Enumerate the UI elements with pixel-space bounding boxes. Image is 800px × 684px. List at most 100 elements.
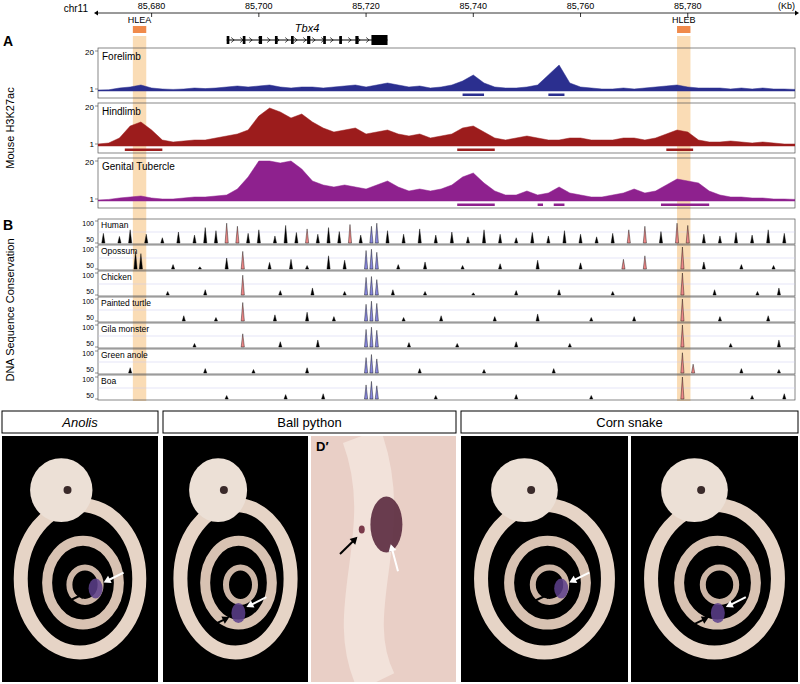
tick-label: 100: [82, 324, 94, 331]
signal: [98, 161, 795, 201]
tick: [95, 273, 98, 274]
embryo-eye: [64, 486, 72, 494]
spike: [777, 369, 780, 373]
panel-label: B: [3, 217, 13, 233]
spike: [681, 353, 684, 373]
spike: [375, 359, 378, 373]
strand-arrow: [348, 38, 351, 43]
spike: [241, 275, 244, 295]
spike: [166, 291, 169, 295]
track: 50100Painted turtle: [82, 297, 795, 322]
strand-arrow: [231, 38, 234, 43]
guide: [98, 362, 795, 363]
track: 120Hindlimb: [85, 103, 795, 153]
peak: [554, 204, 565, 207]
exon: [243, 36, 246, 44]
spike: [659, 232, 662, 243]
spike: [198, 267, 201, 269]
tick-label: 50: [86, 236, 94, 243]
spike: [783, 233, 786, 243]
photo-bg: [311, 436, 456, 682]
embryo-body: [362, 436, 377, 682]
track-title: Painted turtle: [101, 298, 151, 308]
photo-group: Anolis: [2, 411, 158, 682]
spike: [450, 232, 453, 243]
tick: [95, 269, 98, 270]
tick: [580, 13, 581, 17]
peak: [661, 204, 709, 207]
tick: [95, 373, 98, 374]
spike: [482, 369, 485, 373]
spike: [681, 299, 684, 321]
exon: [323, 36, 326, 44]
spike: [515, 342, 518, 347]
data: [98, 65, 795, 96]
peak: [538, 204, 543, 207]
spike: [370, 226, 373, 243]
tick: [95, 161, 98, 162]
embryo-body: [651, 505, 778, 653]
strand-arrow: [330, 38, 333, 43]
spike: [466, 237, 469, 243]
spike: [316, 340, 319, 347]
peak: [548, 94, 564, 97]
tick-label: 85,700: [245, 1, 273, 11]
spike: [681, 377, 684, 399]
frame: [98, 245, 795, 270]
ruler-arrow: [795, 11, 799, 16]
spike: [375, 386, 378, 399]
guide: [98, 388, 795, 389]
track-title: Genital Tubercle: [102, 161, 175, 172]
spike: [423, 262, 426, 269]
spike: [306, 312, 309, 321]
spike: [338, 232, 341, 243]
data: [98, 108, 795, 151]
spike: [241, 251, 244, 269]
spike: [734, 232, 737, 243]
spike: [627, 230, 630, 243]
spike: [407, 343, 410, 347]
limb-bud: [554, 579, 568, 599]
photo: [163, 436, 308, 682]
spike: [643, 256, 646, 269]
spike: [102, 233, 105, 243]
spike: [611, 233, 614, 243]
tick-label: 85,680: [138, 1, 166, 11]
guide: [98, 258, 795, 259]
embryo-body: [47, 541, 119, 625]
tick-label: 50: [86, 262, 94, 269]
track: 50100Chicken: [82, 271, 795, 296]
tick: [95, 325, 98, 326]
arrow-head: [701, 617, 709, 624]
spike: [515, 238, 518, 243]
spike: [139, 254, 142, 269]
peak: [666, 149, 693, 152]
data: [102, 223, 786, 243]
embryo-eye: [527, 486, 535, 494]
spike: [718, 317, 721, 321]
spike: [702, 262, 705, 269]
spike: [499, 264, 502, 269]
spike: [364, 277, 367, 295]
element-box: [677, 26, 690, 33]
track-title: Human: [101, 220, 129, 230]
frame: [98, 103, 795, 153]
track: 120Forelimb: [85, 48, 795, 98]
element-box: [133, 26, 146, 33]
panel-title: Mouse H3K27ac: [4, 87, 16, 169]
frame: [98, 375, 795, 400]
spike: [391, 290, 394, 295]
track: 50100Gila monster: [82, 323, 795, 348]
spike: [306, 368, 309, 373]
spike: [364, 251, 367, 269]
spike: [386, 231, 389, 243]
title-box: [461, 411, 798, 433]
spike: [161, 238, 164, 243]
peak: [125, 149, 163, 152]
spike: [343, 291, 346, 295]
spike: [536, 260, 539, 269]
panel-title: DNA Sequence Conservation: [4, 238, 16, 381]
tick: [95, 399, 98, 400]
track-title: Hindlimb: [102, 106, 141, 117]
spike: [236, 226, 239, 243]
